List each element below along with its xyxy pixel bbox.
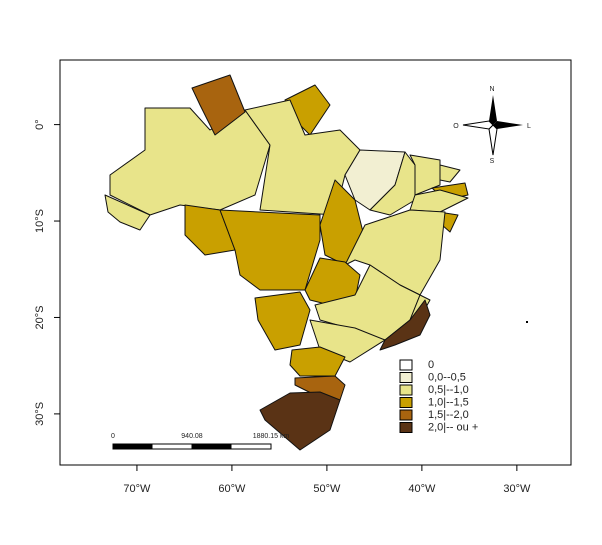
- legend-swatch: [399, 397, 413, 408]
- legend-swatch: [399, 384, 413, 396]
- scale-segment: [151, 443, 193, 450]
- scale-label: 1880.15 km: [253, 433, 290, 440]
- states: [104, 74, 528, 451]
- state: [409, 189, 469, 213]
- legend-label: 1,0|--1,5: [428, 396, 469, 408]
- y-tick-label: 0°: [34, 119, 46, 130]
- legend-label: 0,0--0,5: [428, 371, 466, 383]
- state: [259, 391, 341, 451]
- state: [304, 257, 361, 306]
- state: [409, 154, 441, 196]
- legend-swatch: [399, 359, 413, 371]
- state: [191, 74, 246, 136]
- scale-label: 0: [111, 433, 115, 440]
- state: [109, 107, 271, 216]
- x-tick-label: 40°W: [408, 483, 436, 495]
- legend-swatch: [399, 409, 413, 421]
- y-tick-label: 20°S: [34, 305, 46, 329]
- state: [219, 209, 321, 291]
- scale-segment: [112, 443, 153, 450]
- y-tick-label: 10°S: [34, 209, 46, 233]
- legend-label: 1,5|--2,0: [428, 409, 469, 421]
- compass-west: O: [453, 123, 459, 130]
- compass-arm: [488, 124, 498, 156]
- x-tick-label: 60°W: [218, 483, 246, 495]
- state: [254, 291, 311, 351]
- compass-arm: [493, 121, 523, 129]
- state: [104, 194, 151, 231]
- compass-north: N: [489, 86, 494, 93]
- x-tick-label: 30°W: [503, 483, 531, 495]
- compass-south: S: [490, 158, 495, 165]
- scale-bar: 0 940.08 1880.15 km: [111, 433, 290, 450]
- scale-label: 940.08: [181, 433, 203, 440]
- legend-swatch: [399, 422, 413, 433]
- legend-label: 2,0|-- ou +: [428, 421, 478, 433]
- x-tick-label: 70°W: [123, 483, 151, 495]
- compass-east: L: [527, 123, 531, 130]
- compass-arm: [462, 120, 494, 130]
- y-tick-label: 30°S: [34, 402, 46, 426]
- scale-segment: [191, 443, 232, 450]
- state: [379, 299, 431, 351]
- island: [526, 321, 528, 323]
- compass-arm: [489, 95, 497, 125]
- compass: N S O L: [453, 86, 531, 165]
- legend-label: 0: [428, 359, 434, 371]
- legend-label: 0,5|--1,0: [428, 384, 469, 396]
- scale-segment: [230, 443, 272, 450]
- state: [439, 164, 461, 183]
- legend-swatch: [399, 372, 413, 383]
- x-tick-label: 50°W: [313, 483, 341, 495]
- plot-frame: [59, 59, 572, 466]
